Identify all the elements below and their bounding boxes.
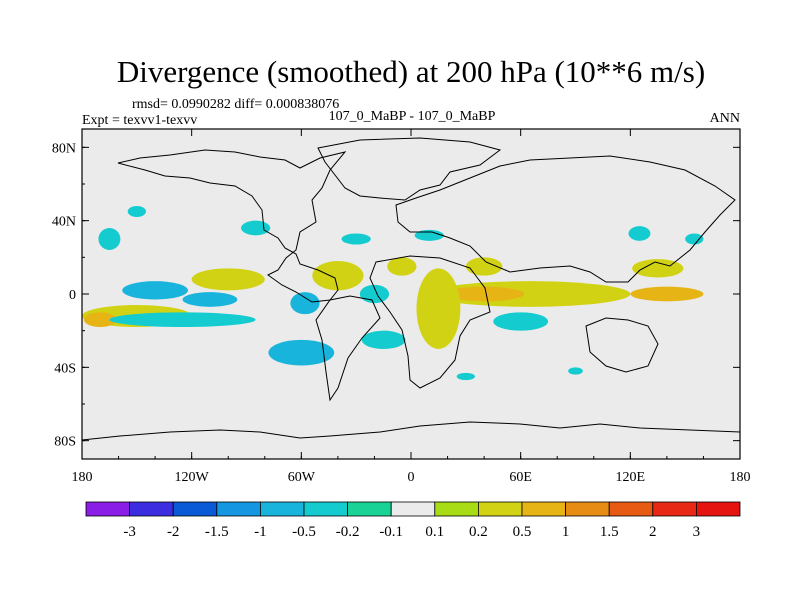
colorbar-label: -1 (254, 524, 267, 540)
colorbar-swatch (259, 501, 305, 517)
coastline-greenland (317, 137, 502, 201)
coastline-layer (81, 137, 741, 441)
field-indian-ocean-neg (493, 312, 549, 331)
colorbar-swatch (129, 501, 174, 517)
x-tick-label: 60E (509, 470, 532, 485)
field-south-america-neg (268, 339, 335, 366)
coastline-south-america (315, 295, 381, 402)
x-tick-label: 120E (616, 470, 646, 485)
field-amazon-neg (290, 292, 320, 315)
colorbar-label: -2 (167, 524, 180, 540)
x-tick-label: 180 (72, 470, 93, 485)
colorbar-swatch (390, 501, 436, 517)
stats-line: rmsd= 0.0990282 diff= 0.000838076 (132, 97, 339, 112)
colorbar-swatch (696, 501, 741, 517)
field-west-pacific-neg (628, 226, 651, 241)
colorbar-swatch (303, 501, 348, 517)
field-far-east-pacific-neg (685, 233, 704, 245)
coastline-north-america (117, 149, 347, 303)
field-nw-pacific-neg (98, 228, 121, 250)
colorbar-label: 1 (562, 524, 570, 540)
y-tick-label: 0 (69, 288, 76, 303)
field-east-asia-blob (632, 259, 684, 278)
field-south-indian-neg (456, 372, 475, 381)
field-south-atlantic-neg (361, 330, 406, 350)
coastline-eurasia (395, 155, 736, 283)
y-tick-label: 80S (54, 435, 76, 450)
colorbar-label: -3 (123, 524, 136, 540)
field-africa-diagonal (416, 268, 461, 349)
colorbar-label: 2 (649, 524, 657, 540)
colorbar: -3 -2 -1.5 -1 -0.5 -0.2 -0.1 0.1 0.2 0.5 1 1.5 2 3 (85, 501, 741, 540)
colorbar-swatch (477, 501, 523, 517)
colorbar-swatch (565, 501, 610, 517)
colorbar-swatch (434, 501, 479, 517)
map-panel: 180 120W 60W 0 60E 120E 180 80N 40N 0 40S 80S (52, 128, 751, 485)
colorbar-label: -0.5 (292, 524, 316, 540)
field-mediterranean-neg (414, 229, 444, 241)
colorbar-label: -0.1 (379, 524, 403, 540)
field-east-pacific-neg (182, 292, 238, 307)
field-north-america-neg (241, 220, 271, 236)
colorbar-label: 0.2 (469, 524, 488, 540)
colorbar-swatch (216, 501, 261, 517)
field-ne-pacific-neg (127, 206, 146, 217)
colorbar-label: 3 (693, 524, 701, 540)
left-label: Expt = texvv1-texvv (82, 113, 197, 128)
chart-title: Divergence (smoothed) at 200 hPa (10**6 … (117, 54, 705, 89)
coastline-africa (369, 255, 491, 389)
colorbar-swatch (85, 501, 130, 517)
field-far-south-indian-neg (568, 367, 583, 375)
field-north-africa-blob (387, 257, 417, 276)
y-tick-label: 80N (52, 141, 76, 156)
field-north-atlantic-neg (341, 233, 371, 245)
y-tick-label: 40N (52, 215, 76, 230)
right-label: ANN (710, 111, 740, 126)
x-ticks: 180 120W 60W 0 60E 120E 180 (72, 129, 751, 485)
field-central-america-blob (312, 261, 364, 291)
x-tick-label: 120W (175, 470, 210, 485)
field-south-band-neg (109, 312, 256, 327)
field-tropical-core-pacific (630, 286, 704, 302)
coastline-antarctica (81, 421, 741, 441)
colorbar-label: -1.5 (205, 524, 229, 540)
colorbar-label: 1.5 (600, 524, 619, 540)
x-tick-label: 180 (730, 470, 751, 485)
y-tick-label: 40S (54, 361, 76, 376)
field-north-pacific-blob (191, 268, 265, 291)
colorbar-swatch (652, 501, 697, 517)
colorbar-swatch (521, 501, 566, 517)
field-atlantic-neg (359, 284, 390, 304)
x-tick-label: 0 (408, 470, 415, 485)
colorbar-swatch (608, 501, 654, 517)
coastline-australia (585, 317, 659, 373)
x-tick-label: 60W (288, 470, 316, 485)
field-north-pacific-dipole-neg (122, 281, 189, 300)
field-arabia-blob (465, 257, 503, 276)
field-tropical-core-indian (443, 286, 525, 302)
field-south-pacific-core (83, 312, 117, 327)
colorbar-swatch (347, 501, 392, 517)
center-label: 107_0_MaBP - 107_0_MaBP (329, 109, 496, 124)
colorbar-label: 0.1 (425, 524, 444, 540)
y-ticks: 80N 40N 0 40S 80S (52, 141, 740, 450)
colorbar-label: -0.2 (336, 524, 360, 540)
colorbar-label: 0.5 (513, 524, 532, 540)
colorbar-swatch (172, 501, 218, 517)
